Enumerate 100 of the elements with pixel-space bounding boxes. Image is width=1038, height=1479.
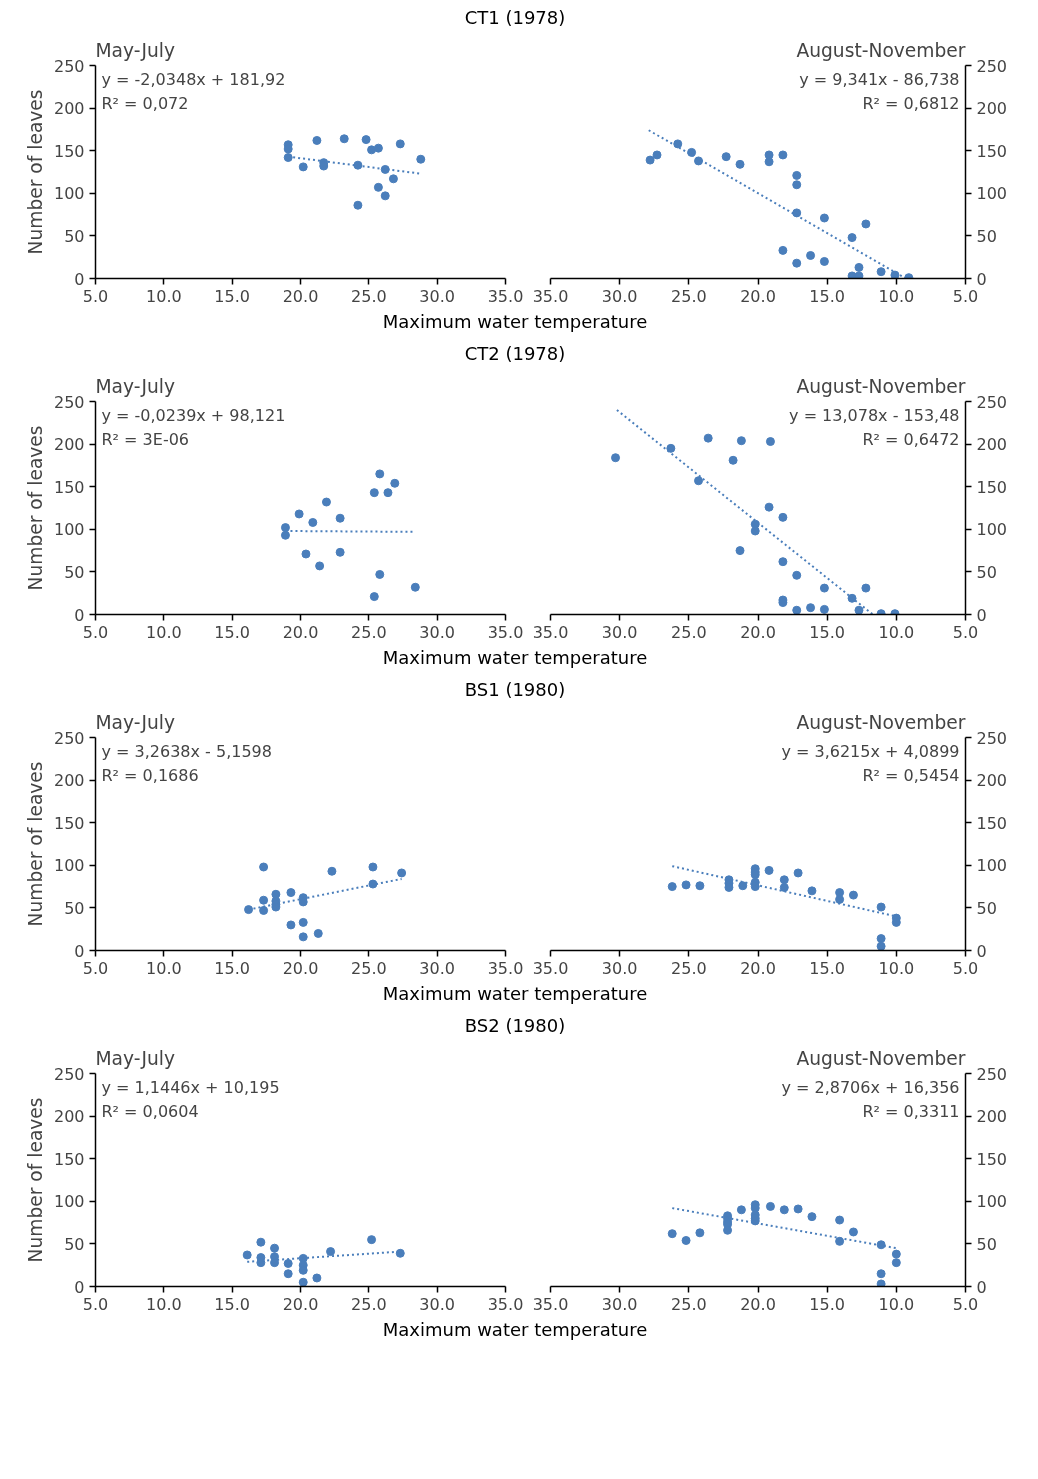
y-tick-label: 50 — [64, 898, 85, 918]
x-tick-label: 15.0 — [214, 1294, 250, 1314]
x-tick-label: 5.0 — [82, 1294, 109, 1314]
y-tick-label: 0 — [976, 269, 987, 289]
x-tick-label: 10.0 — [878, 622, 915, 642]
y-tick-label: 50 — [976, 226, 997, 246]
x-tick-label: 25.0 — [351, 286, 387, 306]
chart-title: May-July — [95, 1047, 176, 1069]
x-tick-label: 25.0 — [671, 622, 707, 642]
x-tick-label: 5.0 — [952, 286, 979, 306]
y-tick-label: 0 — [976, 941, 987, 961]
annotation: y = -0,0239x + 98,121 — [101, 405, 286, 425]
annotation: y = 3,2638x - 5,1598 — [101, 741, 272, 761]
chart-subtitle: BS1 (1980) — [464, 678, 566, 702]
x-tick-label: 25.0 — [351, 958, 387, 978]
y-axis-title: Number of leaves — [24, 761, 46, 927]
y-tick-label: 100 — [53, 520, 85, 540]
x-tick-label: 35.0 — [487, 1294, 524, 1314]
x-tick-label: 5.0 — [952, 958, 979, 978]
x-tick-label: 10.0 — [146, 286, 182, 306]
y-tick-label: 200 — [976, 435, 1008, 455]
x-tick-label: 30.0 — [601, 286, 638, 306]
y-tick-label: 0 — [976, 1277, 987, 1297]
chart-title: August-November — [796, 375, 966, 397]
x-tick-label: 30.0 — [601, 1294, 638, 1314]
y-tick-label: 250 — [976, 728, 1008, 748]
x-tick-label: 10.0 — [146, 958, 182, 978]
x-tick-label: 10.0 — [146, 1294, 182, 1314]
chart-title: May-July — [95, 375, 176, 397]
y-tick-label: 0 — [74, 941, 85, 961]
chart-title: August-November — [796, 1047, 966, 1069]
x-tick-label: 5.0 — [952, 622, 979, 642]
chart-subtitle: BS2 (1980) — [464, 1014, 566, 1038]
annotation: y = 3,6215x + 4,0899 — [781, 741, 960, 761]
y-tick-label: 150 — [53, 477, 85, 497]
x-tick-label: 30.0 — [419, 622, 455, 642]
chart-title: May-July — [95, 711, 176, 733]
annotation: y = 1,1446x + 10,195 — [101, 1077, 280, 1097]
y-tick-label: 50 — [64, 226, 85, 246]
annotation: R² = 0,0604 — [101, 1101, 199, 1121]
x-tick-label: 25.0 — [351, 622, 387, 642]
y-tick-label: 250 — [976, 1064, 1008, 1084]
annotation: R² = 0,1686 — [101, 765, 199, 785]
x-tick-label: 10.0 — [878, 958, 915, 978]
x-tick-label: 5.0 — [82, 958, 109, 978]
y-tick-label: 100 — [976, 520, 1008, 540]
x-tick-label: 10.0 — [878, 286, 915, 306]
x-tick-label: 20.0 — [740, 622, 776, 642]
y-tick-label: 250 — [976, 392, 1008, 412]
x-axis-title: Maximum water temperature — [382, 982, 648, 1006]
y-tick-label: 100 — [976, 1192, 1008, 1212]
y-tick-label: 100 — [53, 1192, 85, 1212]
y-tick-label: 200 — [976, 1107, 1008, 1127]
y-tick-label: 0 — [74, 1277, 85, 1297]
y-tick-label: 100 — [53, 184, 85, 204]
annotation: y = 9,341x - 86,738 — [799, 69, 960, 89]
x-tick-label: 5.0 — [952, 1294, 979, 1314]
x-tick-label: 15.0 — [809, 1294, 845, 1314]
y-tick-label: 150 — [976, 477, 1008, 497]
y-tick-label: 200 — [53, 99, 85, 119]
x-tick-label: 10.0 — [878, 1294, 915, 1314]
x-tick-label: 15.0 — [809, 286, 845, 306]
y-tick-label: 200 — [53, 435, 85, 455]
x-tick-label: 15.0 — [214, 622, 250, 642]
annotation: y = -2,0348x + 181,92 — [101, 69, 286, 89]
x-tick-label: 5.0 — [82, 286, 109, 306]
x-tick-label: 20.0 — [740, 1294, 776, 1314]
chart-title: May-July — [95, 39, 176, 61]
x-tick-label: 35.0 — [487, 958, 524, 978]
y-tick-label: 200 — [976, 771, 1008, 791]
annotation: y = 2,8706x + 16,356 — [781, 1077, 960, 1097]
y-tick-label: 150 — [53, 813, 85, 833]
x-tick-label: 20.0 — [740, 286, 776, 306]
y-tick-label: 0 — [976, 605, 987, 625]
y-tick-label: 250 — [53, 1064, 85, 1084]
y-tick-label: 50 — [976, 898, 997, 918]
y-tick-label: 150 — [976, 141, 1008, 161]
x-axis-title: Maximum water temperature — [382, 310, 648, 334]
y-tick-label: 200 — [976, 99, 1008, 119]
x-tick-label: 30.0 — [419, 958, 455, 978]
chart-subtitle: CT2 (1978) — [464, 342, 566, 366]
x-tick-label: 35.0 — [532, 1294, 569, 1314]
annotation: R² = 3E-06 — [101, 429, 190, 449]
x-tick-label: 30.0 — [419, 1294, 455, 1314]
y-tick-label: 250 — [53, 728, 85, 748]
y-axis-title: Number of leaves — [24, 89, 46, 255]
x-tick-label: 25.0 — [671, 1294, 707, 1314]
x-tick-label: 35.0 — [532, 286, 569, 306]
y-tick-label: 150 — [976, 1149, 1008, 1169]
chart-title: August-November — [796, 39, 966, 61]
y-tick-label: 100 — [976, 184, 1008, 204]
x-tick-label: 30.0 — [601, 958, 638, 978]
annotation: R² = 0,5454 — [862, 765, 960, 785]
y-tick-label: 200 — [53, 771, 85, 791]
x-axis-title: Maximum water temperature — [382, 646, 648, 670]
x-tick-label: 5.0 — [82, 622, 109, 642]
annotation: R² = 0,6472 — [862, 429, 960, 449]
y-axis-title: Number of leaves — [24, 425, 46, 591]
y-tick-label: 0 — [74, 269, 85, 289]
chart-title: August-November — [796, 711, 966, 733]
